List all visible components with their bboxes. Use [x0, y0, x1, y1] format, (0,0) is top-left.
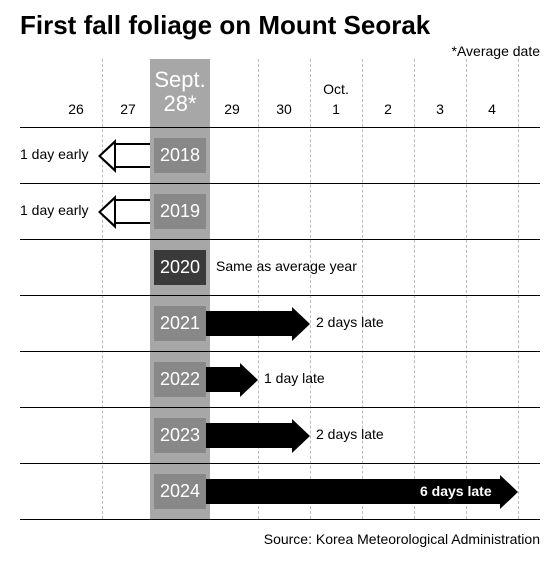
month-label-oct: Oct.	[323, 81, 349, 97]
date-label: 2	[384, 101, 392, 117]
arrow-head-icon	[500, 475, 518, 509]
date-label: 29	[224, 101, 240, 117]
year-box: 2020	[154, 250, 206, 285]
chart-source: Source: Korea Meteorological Administrat…	[20, 531, 540, 547]
chart-container: First fall foliage on Mount Seorak *Aver…	[0, 0, 560, 585]
date-label: 27	[120, 101, 136, 117]
avg-header-day: 28*	[150, 91, 210, 117]
chart-area: 262729301234Oct.Sept.28*20181 day early2…	[20, 59, 540, 519]
year-box: 2019	[154, 194, 206, 229]
arrow-left	[98, 199, 150, 224]
avg-header-month: Sept.	[150, 67, 210, 93]
year-box: 2024	[154, 474, 206, 509]
date-label: 1	[332, 101, 340, 117]
arrow-right	[206, 423, 310, 448]
arrow-right	[206, 367, 258, 392]
data-row: 2018 1 day early	[20, 127, 540, 183]
arrow-body	[206, 367, 240, 392]
row-label: Same as average year	[216, 258, 357, 274]
row-label: 1 day early	[20, 146, 88, 162]
data-row: 2023 2 days late	[20, 407, 540, 463]
date-label: 30	[276, 101, 292, 117]
arrow-body	[116, 143, 150, 168]
row-label: 2 days late	[316, 314, 384, 330]
arrow-head-icon	[98, 139, 116, 173]
date-label: 3	[436, 101, 444, 117]
data-row: 2022 1 day late	[20, 351, 540, 407]
row-label: 2 days late	[316, 426, 384, 442]
data-row: 2020 Same as average year	[20, 239, 540, 295]
row-label: 1 day early	[20, 202, 88, 218]
year-box: 2023	[154, 418, 206, 453]
arrow-head-icon	[98, 195, 116, 229]
arrow-body	[116, 199, 150, 224]
data-row: 2024 6 days late	[20, 463, 540, 519]
year-box: 2021	[154, 306, 206, 341]
arrow-head-icon	[240, 363, 258, 397]
row-label: 1 day late	[264, 370, 325, 386]
year-box: 2018	[154, 138, 206, 173]
row-label: 6 days late	[420, 483, 492, 499]
arrow-left	[98, 143, 150, 168]
data-row: 2021 2 days late	[20, 295, 540, 351]
chart-subtitle: *Average date	[20, 43, 540, 59]
data-row: 2019 1 day early	[20, 183, 540, 239]
arrow-body	[206, 311, 292, 336]
arrow-head-icon	[292, 307, 310, 341]
arrow-right	[206, 311, 310, 336]
date-label: 4	[488, 101, 496, 117]
arrow-head-icon	[292, 419, 310, 453]
year-box: 2022	[154, 362, 206, 397]
arrow-body	[206, 423, 292, 448]
date-label: 26	[68, 101, 84, 117]
bottom-border	[20, 519, 540, 520]
chart-title: First fall foliage on Mount Seorak	[20, 10, 540, 41]
